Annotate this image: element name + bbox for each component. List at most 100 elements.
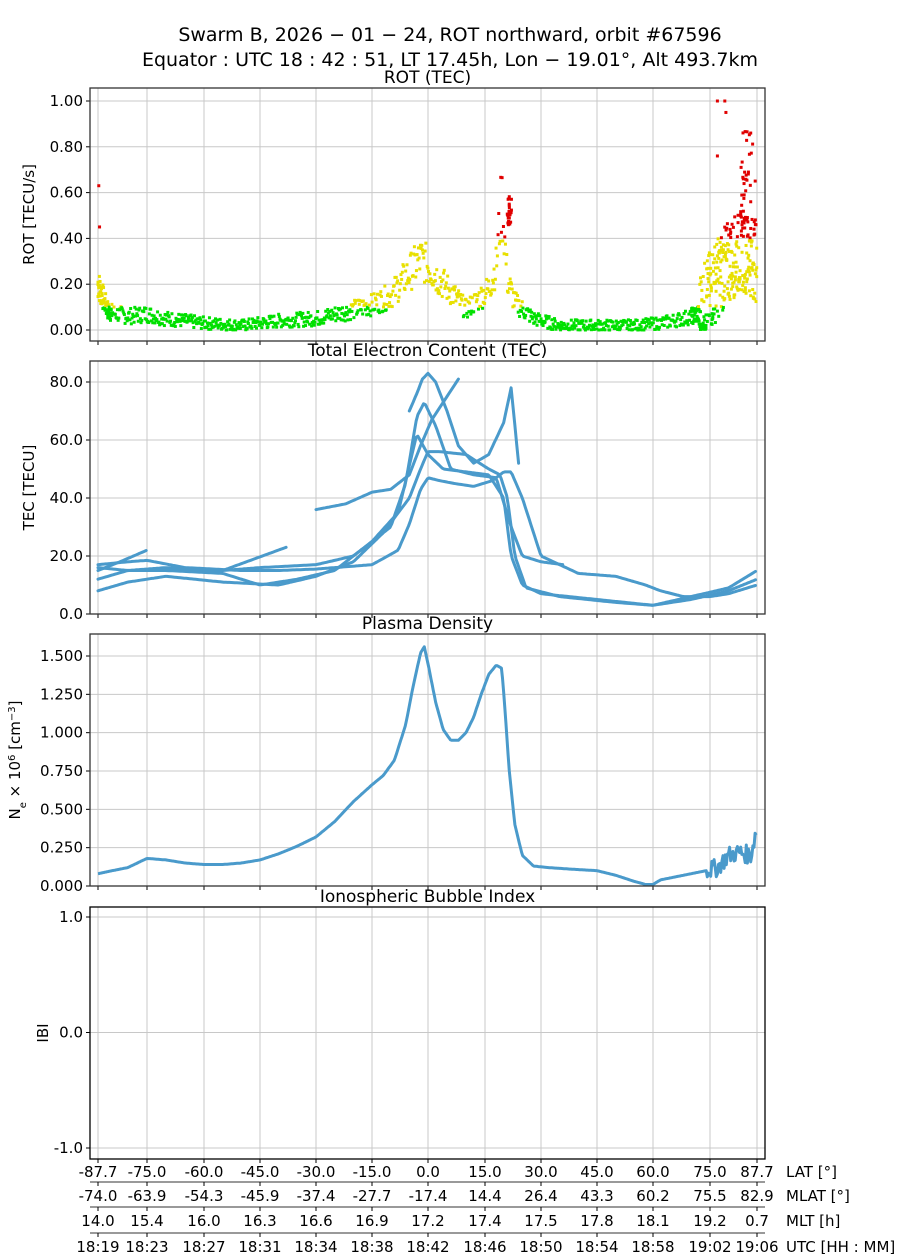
rot-scatter — [96, 99, 759, 332]
rot-point — [237, 321, 241, 325]
rot-point — [714, 304, 718, 308]
rot-point — [523, 316, 527, 320]
rot-point — [635, 318, 639, 322]
rot-point — [660, 318, 664, 322]
rot-point — [405, 263, 409, 267]
rot-point — [569, 326, 573, 330]
rot-point — [733, 265, 737, 269]
rot-point — [608, 328, 612, 332]
rot-point — [427, 280, 431, 284]
rot-point — [679, 318, 683, 322]
rot-point — [747, 133, 751, 137]
rot-point — [193, 314, 196, 318]
rot-point — [516, 310, 520, 314]
rot-point — [717, 314, 721, 318]
rot-point — [247, 317, 251, 321]
rot-point — [530, 317, 534, 321]
rot-point — [574, 324, 578, 328]
x-tick-label: 18:50 — [519, 1238, 562, 1256]
rot-point — [744, 291, 748, 295]
rot-point — [297, 325, 301, 329]
rot-point — [274, 323, 278, 327]
rot-point — [419, 246, 423, 250]
y-tick-label: 0.750 — [40, 762, 83, 780]
rot-point — [745, 270, 749, 274]
rot-point — [718, 293, 722, 297]
rot-point — [446, 286, 450, 290]
rot-point — [486, 287, 490, 291]
rot-point — [706, 277, 710, 281]
rot-point — [686, 320, 690, 324]
rot-point — [740, 203, 744, 207]
rot-point — [748, 236, 752, 240]
rot-point — [379, 290, 383, 294]
rot-point — [611, 320, 615, 324]
rot-point — [713, 307, 717, 311]
rot-point — [203, 319, 207, 323]
x-tick-label: 18:23 — [125, 1238, 168, 1256]
rot-point — [516, 293, 520, 297]
rot-point — [165, 319, 169, 323]
rot-point — [317, 318, 321, 322]
rot-point — [755, 266, 759, 270]
rot-point — [709, 272, 713, 276]
rot-point — [414, 269, 418, 273]
rot-point — [456, 292, 460, 296]
rot-point — [592, 327, 596, 331]
x-tick-label: 17.5 — [524, 1212, 557, 1230]
rot-point — [128, 318, 132, 322]
rot-point — [343, 314, 347, 318]
rot-point — [246, 322, 250, 326]
rot-point — [744, 173, 748, 177]
x-tick-label: 18:34 — [294, 1238, 337, 1256]
rot-point — [277, 312, 281, 316]
rot-point — [613, 327, 617, 331]
y-tick-label: 40.0 — [50, 489, 83, 507]
rot-point — [627, 328, 631, 332]
rot-point — [543, 320, 547, 324]
rot-point — [281, 323, 285, 327]
plot-frame — [89, 87, 766, 342]
rot-point — [518, 314, 522, 318]
rot-point — [242, 320, 246, 324]
rot-point — [752, 220, 756, 224]
rot-point — [586, 327, 590, 331]
rot-point — [350, 309, 354, 313]
rot-point — [97, 283, 101, 287]
rot-point — [147, 321, 151, 325]
rot-point — [519, 304, 523, 308]
rot-point — [717, 281, 721, 285]
rot-point — [115, 316, 119, 320]
rot-point — [420, 248, 424, 252]
rot-point — [711, 253, 715, 257]
rot-point — [625, 326, 629, 330]
rot-point — [715, 242, 719, 246]
rot-point — [545, 314, 549, 318]
rot-point — [373, 296, 377, 300]
rot-point — [723, 99, 727, 103]
rot-point — [401, 263, 405, 267]
rot-point — [715, 254, 719, 258]
rot-point — [422, 280, 426, 284]
rot-point — [342, 312, 346, 316]
rot-point — [743, 272, 747, 276]
rot-point — [734, 270, 738, 274]
rot-point — [465, 311, 469, 315]
x-tick-label: 18:31 — [238, 1238, 281, 1256]
rot-point — [721, 248, 725, 252]
rot-point — [99, 287, 103, 291]
x-tick-label: 75.0 — [693, 1163, 726, 1181]
rot-point — [666, 325, 670, 329]
rot-point — [705, 287, 709, 291]
rot-point — [709, 283, 713, 287]
rot-point — [704, 313, 708, 317]
rot-point — [395, 281, 399, 285]
rot-point — [697, 322, 701, 326]
rot-point — [573, 326, 577, 330]
rot-point — [277, 314, 281, 318]
rot-point — [187, 315, 191, 319]
x-tick-label: 15.4 — [130, 1212, 163, 1230]
rot-point — [480, 289, 484, 293]
rot-point — [514, 291, 518, 295]
x-tick-label: 14.4 — [468, 1187, 501, 1205]
